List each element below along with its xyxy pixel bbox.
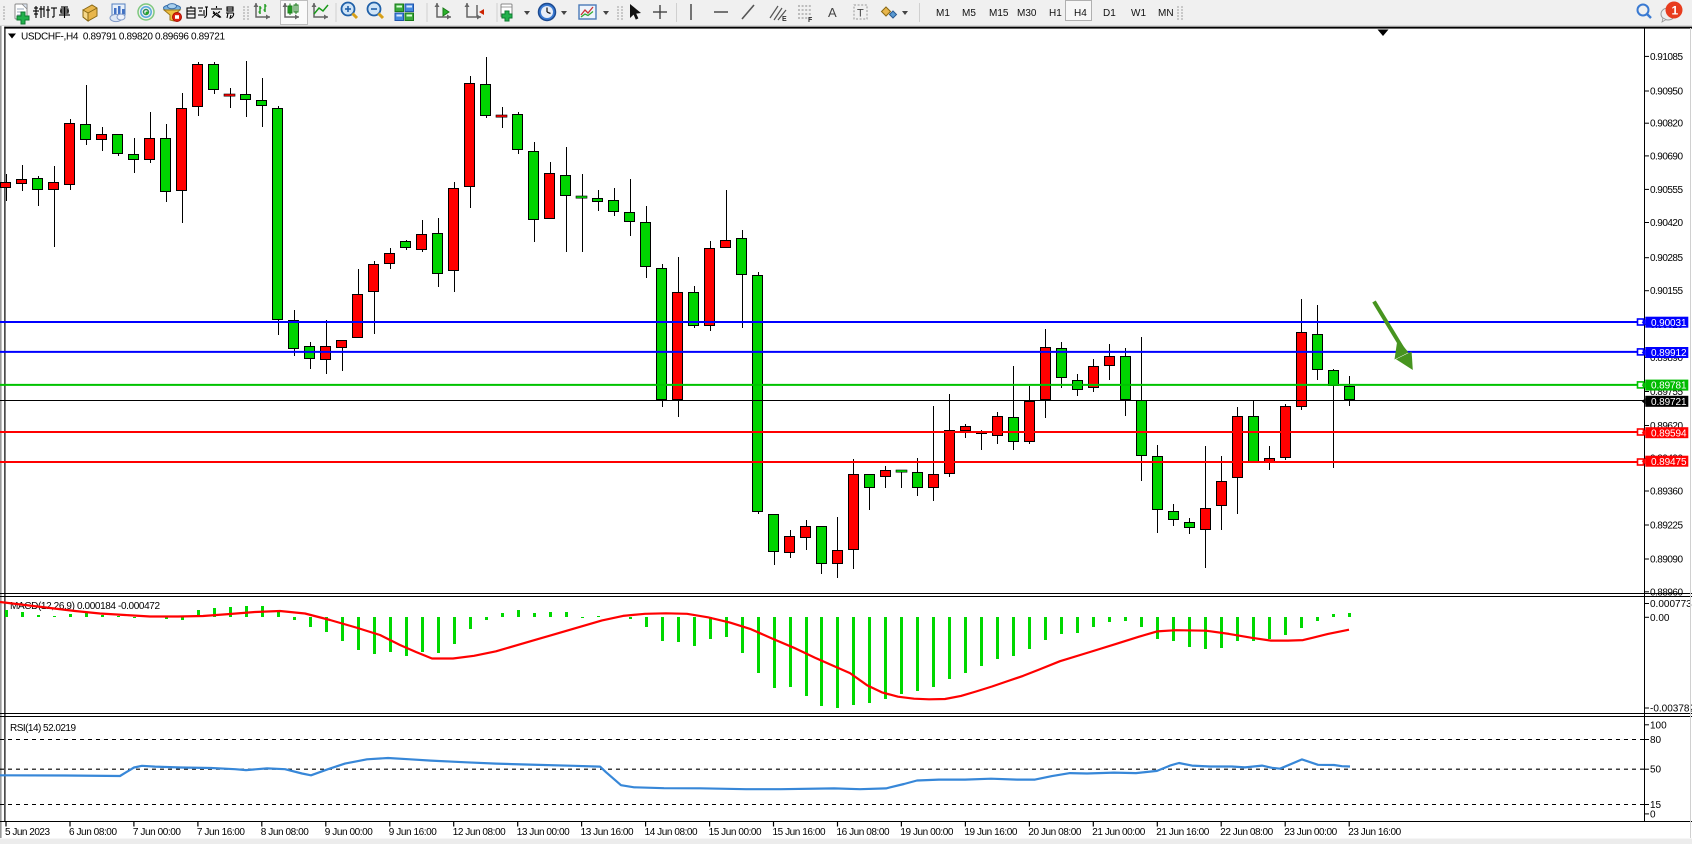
svg-text:M30: M30 (1017, 8, 1037, 19)
svg-text:E: E (782, 16, 787, 23)
svg-text:100: 100 (1650, 720, 1667, 731)
svg-text:H1: H1 (1049, 8, 1062, 19)
svg-text:19 Jun 16:00: 19 Jun 16:00 (964, 827, 1017, 838)
svg-text:15: 15 (1650, 800, 1662, 811)
svg-text:0.000773: 0.000773 (1650, 599, 1692, 610)
svg-text:23 Jun 00:00: 23 Jun 00:00 (1284, 827, 1337, 838)
svg-text:16 Jun 08:00: 16 Jun 08:00 (837, 827, 890, 838)
svg-text:D1: D1 (1103, 8, 1116, 19)
svg-text:0.90285: 0.90285 (1650, 253, 1683, 264)
svg-text:H4: H4 (1074, 8, 1087, 19)
svg-text:13 Jun 16:00: 13 Jun 16:00 (581, 827, 634, 838)
svg-text:9 Jun 16:00: 9 Jun 16:00 (389, 827, 437, 838)
svg-text:0.89912: 0.89912 (1651, 348, 1687, 359)
svg-text:0.89781: 0.89781 (1651, 381, 1687, 392)
svg-text:12 Jun 08:00: 12 Jun 08:00 (453, 827, 506, 838)
svg-text:0.90031: 0.90031 (1651, 318, 1687, 329)
svg-text:9 Jun 00:00: 9 Jun 00:00 (325, 827, 373, 838)
svg-text:0: 0 (1650, 809, 1656, 820)
svg-text:T: T (857, 8, 864, 20)
svg-text:7 Jun 16:00: 7 Jun 16:00 (197, 827, 245, 838)
svg-text:0.90420: 0.90420 (1650, 218, 1683, 229)
svg-text:13 Jun 00:00: 13 Jun 00:00 (517, 827, 570, 838)
svg-text:M15: M15 (989, 8, 1009, 19)
svg-text:0.88960: 0.88960 (1650, 587, 1683, 598)
svg-text:80: 80 (1650, 735, 1662, 746)
svg-text:6 Jun 08:00: 6 Jun 08:00 (69, 827, 117, 838)
svg-text:0.91085: 0.91085 (1650, 52, 1683, 63)
svg-text:23 Jun 16:00: 23 Jun 16:00 (1348, 827, 1401, 838)
svg-text:0.90555: 0.90555 (1650, 185, 1683, 196)
svg-text:5 Jun 2023: 5 Jun 2023 (5, 827, 50, 838)
svg-text:0.00: 0.00 (1650, 613, 1670, 624)
svg-text:14 Jun 08:00: 14 Jun 08:00 (645, 827, 698, 838)
svg-text:MN: MN (1158, 8, 1174, 19)
svg-text:0.89594: 0.89594 (1651, 428, 1687, 439)
svg-text:15 Jun 00:00: 15 Jun 00:00 (709, 827, 762, 838)
svg-text:M5: M5 (962, 8, 976, 19)
svg-text:20 Jun 08:00: 20 Jun 08:00 (1028, 827, 1081, 838)
svg-text:7 Jun 00:00: 7 Jun 00:00 (133, 827, 181, 838)
svg-text:1: 1 (1672, 4, 1679, 18)
svg-text:19 Jun 00:00: 19 Jun 00:00 (900, 827, 953, 838)
svg-text:M1: M1 (936, 8, 950, 19)
svg-text:0.89475: 0.89475 (1651, 457, 1687, 468)
svg-text:15 Jun 16:00: 15 Jun 16:00 (773, 827, 826, 838)
svg-text:A: A (828, 5, 837, 20)
svg-text:50: 50 (1650, 765, 1662, 776)
svg-text:0.89721: 0.89721 (1651, 397, 1687, 408)
svg-text:21 Jun 00:00: 21 Jun 00:00 (1092, 827, 1145, 838)
svg-text:USDCHF-,H4 0.89791 0.89820 0.: USDCHF-,H4 0.89791 0.89820 0.89696 0.897… (21, 32, 225, 43)
svg-text:22 Jun 08:00: 22 Jun 08:00 (1220, 827, 1273, 838)
svg-text:8 Jun 08:00: 8 Jun 08:00 (261, 827, 309, 838)
svg-text:0.90950: 0.90950 (1650, 87, 1683, 98)
svg-text:0.89090: 0.89090 (1650, 555, 1683, 566)
svg-text:21 Jun 16:00: 21 Jun 16:00 (1156, 827, 1209, 838)
svg-text:MACD(12,26,9) 0.000184 -0.0004: MACD(12,26,9) 0.000184 -0.000472 (10, 601, 160, 612)
svg-text:0.89620: 0.89620 (1650, 421, 1683, 432)
svg-text:-0.003782: -0.003782 (1650, 704, 1692, 715)
svg-text:0.89225: 0.89225 (1650, 521, 1683, 532)
svg-text:0.90155: 0.90155 (1650, 286, 1683, 297)
svg-text:0.89360: 0.89360 (1650, 487, 1683, 498)
svg-text:RSI(14) 52.0219: RSI(14) 52.0219 (10, 723, 76, 734)
svg-text:0.89890: 0.89890 (1650, 353, 1683, 364)
svg-text:W1: W1 (1131, 8, 1146, 19)
svg-text:0.90820: 0.90820 (1650, 119, 1683, 130)
svg-text:0.90690: 0.90690 (1650, 151, 1683, 162)
svg-text:F: F (808, 17, 813, 24)
svg-text:0.89755: 0.89755 (1650, 387, 1683, 398)
